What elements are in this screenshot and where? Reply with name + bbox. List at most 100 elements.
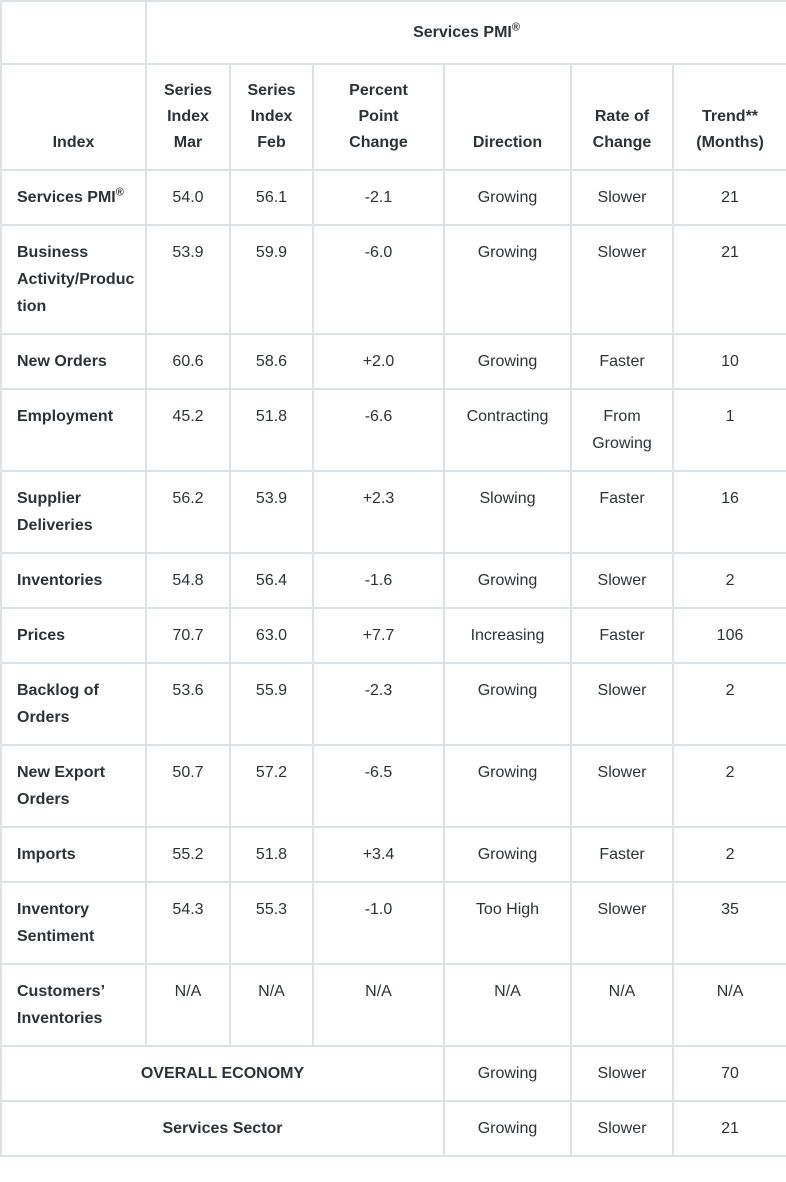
row-label: New Export Orders <box>0 744 147 828</box>
row-label: Inventories <box>0 552 147 609</box>
cell-direction: Growing <box>443 662 572 746</box>
cell-rate-of-change: From Growing <box>570 388 674 472</box>
cell-percent-point-change: -1.0 <box>312 881 445 965</box>
table-row: Prices 70.7 63.0 +7.7 Increasing Faster 106 <box>0 607 786 664</box>
services-pmi-table: Services PMI® Index Series Index Mar Series I… <box>0 0 786 1157</box>
cell-series-index-feb: 57.2 <box>229 744 314 828</box>
cell-direction: N/A <box>443 963 572 1047</box>
row-label: Employment <box>0 388 147 472</box>
cell-percent-point-change: -2.3 <box>312 662 445 746</box>
cell-series-index-feb: 51.8 <box>229 388 314 472</box>
summary-label: Services Sector <box>0 1100 445 1157</box>
row-label: Services PMI® <box>0 169 147 226</box>
cell-series-index-feb: 56.4 <box>229 552 314 609</box>
cell-percent-point-change: -2.1 <box>312 169 445 226</box>
cell-series-index-mar: 53.6 <box>145 662 231 746</box>
table-row: Employment 45.2 51.8 -6.6 Contracting From Gr… <box>0 388 786 472</box>
cell-direction: Contracting <box>443 388 572 472</box>
column-header-series-index-feb: Series Index Feb <box>229 63 314 171</box>
cell-percent-point-change: N/A <box>312 963 445 1047</box>
cell-trend-months: 2 <box>671 662 786 746</box>
column-header-percent-point-change: Percent Point Change <box>312 63 445 171</box>
cell-trend-months: 1 <box>671 388 786 472</box>
cell-series-index-mar: 60.6 <box>145 333 231 390</box>
corner-cell <box>0 0 147 65</box>
cell-series-index-mar: 50.7 <box>145 744 231 828</box>
cell-rate-of-change: Slower <box>570 552 674 609</box>
cell-direction: Growing <box>443 826 572 883</box>
cell-trend-months: 2 <box>671 744 786 828</box>
page: Services PMI® Index Series Index Mar Series I… <box>0 0 786 1157</box>
row-label: Customers’ Inventories <box>0 963 147 1047</box>
registered-trademark-symbol: ® <box>511 21 520 34</box>
cell-series-index-feb: 63.0 <box>229 607 314 664</box>
summary-row-overall-economy: OVERALL ECONOMY Growing Slower 70 <box>0 1045 786 1102</box>
cell-series-index-feb: 58.6 <box>229 333 314 390</box>
table-row: New Orders 60.6 58.6 +2.0 Growing Faster 10 <box>0 333 786 390</box>
row-label: Business Activity/Production <box>0 224 147 335</box>
table-title-text: Services PMI <box>413 24 512 41</box>
cell-direction: Increasing <box>443 607 572 664</box>
cell-trend-months: 70 <box>671 1045 786 1102</box>
column-header-index: Index <box>0 63 147 171</box>
table-row: Backlog of Orders 53.6 55.9 -2.3 Growing Slow… <box>0 662 786 746</box>
cell-rate-of-change: N/A <box>570 963 674 1047</box>
column-header-series-index-mar: Series Index Mar <box>145 63 231 171</box>
table-row: Inventories 54.8 56.4 -1.6 Growing Slower 2 <box>0 552 786 609</box>
cell-rate-of-change: Faster <box>570 333 674 390</box>
cell-trend-months: 106 <box>671 607 786 664</box>
table-row: Services PMI® 54.0 56.1 -2.1 Growing Slower 21 <box>0 169 786 226</box>
cell-trend-months: 2 <box>671 826 786 883</box>
cell-rate-of-change: Slower <box>570 662 674 746</box>
cell-series-index-feb: 51.8 <box>229 826 314 883</box>
table-row: New Export Orders 50.7 57.2 -6.5 Growing Slow… <box>0 744 786 828</box>
cell-percent-point-change: +7.7 <box>312 607 445 664</box>
cell-series-index-mar: 54.3 <box>145 881 231 965</box>
cell-percent-point-change: +3.4 <box>312 826 445 883</box>
cell-series-index-feb: 56.1 <box>229 169 314 226</box>
cell-series-index-feb: 59.9 <box>229 224 314 335</box>
summary-label: OVERALL ECONOMY <box>0 1045 445 1102</box>
row-label: Supplier Deliveries <box>0 470 147 554</box>
table-row: Supplier Deliveries 56.2 53.9 +2.3 Slowing Fa… <box>0 470 786 554</box>
cell-series-index-mar: 54.8 <box>145 552 231 609</box>
cell-rate-of-change: Faster <box>570 470 674 554</box>
cell-series-index-mar: 45.2 <box>145 388 231 472</box>
cell-series-index-mar: 54.0 <box>145 169 231 226</box>
cell-rate-of-change: Faster <box>570 607 674 664</box>
row-label: Prices <box>0 607 147 664</box>
cell-direction: Growing <box>443 1045 572 1102</box>
column-header-trend-months: Trend** (Months) <box>671 63 786 171</box>
cell-direction: Growing <box>443 333 572 390</box>
cell-direction: Growing <box>443 224 572 335</box>
summary-row-services-sector: Services Sector Growing Slower 21 <box>0 1100 786 1157</box>
cell-rate-of-change: Slower <box>570 169 674 226</box>
cell-series-index-feb: N/A <box>229 963 314 1047</box>
table-title-row: Services PMI® <box>0 0 786 65</box>
cell-series-index-feb: 53.9 <box>229 470 314 554</box>
cell-series-index-mar: 55.2 <box>145 826 231 883</box>
cell-rate-of-change: Slower <box>570 1100 674 1157</box>
cell-trend-months: N/A <box>671 963 786 1047</box>
table-row: Imports 55.2 51.8 +3.4 Growing Faster 2 <box>0 826 786 883</box>
cell-percent-point-change: -6.5 <box>312 744 445 828</box>
cell-direction: Growing <box>443 1100 572 1157</box>
cell-rate-of-change: Slower <box>570 881 674 965</box>
cell-series-index-feb: 55.9 <box>229 662 314 746</box>
cell-direction: Slowing <box>443 470 572 554</box>
row-label: New Orders <box>0 333 147 390</box>
cell-trend-months: 21 <box>671 224 786 335</box>
cell-percent-point-change: -6.6 <box>312 388 445 472</box>
cell-series-index-mar: 56.2 <box>145 470 231 554</box>
cell-percent-point-change: +2.3 <box>312 470 445 554</box>
registered-trademark-symbol: ® <box>115 186 124 199</box>
cell-rate-of-change: Slower <box>570 1045 674 1102</box>
row-label: Inventory Sentiment <box>0 881 147 965</box>
row-label: Imports <box>0 826 147 883</box>
cell-percent-point-change: -1.6 <box>312 552 445 609</box>
cell-trend-months: 21 <box>671 169 786 226</box>
cell-direction: Growing <box>443 552 572 609</box>
cell-series-index-feb: 55.3 <box>229 881 314 965</box>
cell-rate-of-change: Faster <box>570 826 674 883</box>
cell-rate-of-change: Slower <box>570 744 674 828</box>
